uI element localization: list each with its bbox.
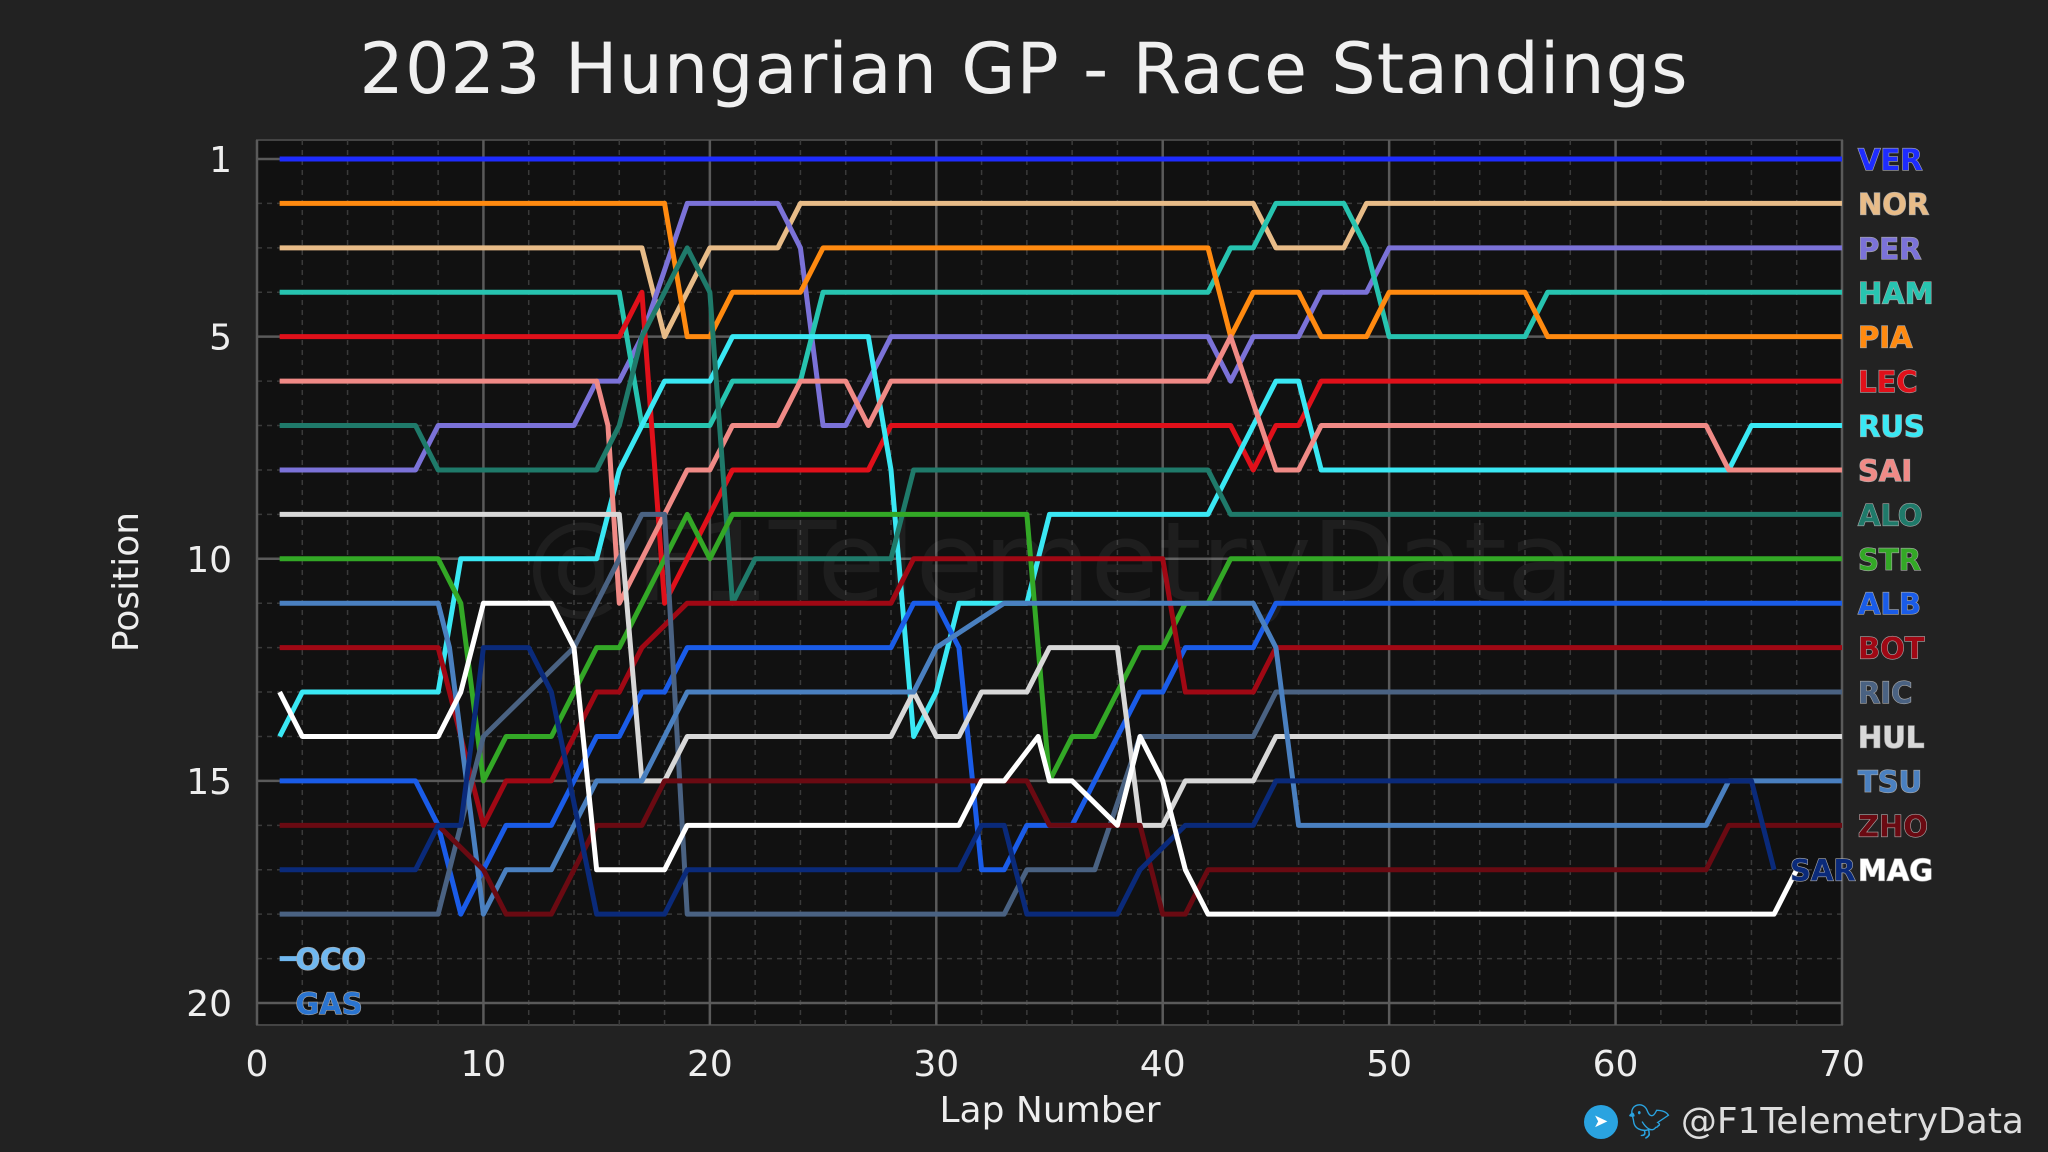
credit-handle: @F1TelemetryData	[1680, 1101, 2024, 1142]
series-line-tsu	[279, 600, 1842, 917]
x-tick-label: 30	[913, 1044, 959, 1085]
y-tick-label: 20	[186, 984, 232, 1025]
driver-label-ric: RIC	[1858, 676, 1912, 710]
y-axis-label: Position	[106, 512, 147, 652]
driver-label-bot: BOT	[1858, 632, 1925, 666]
x-tick-label: 70	[1819, 1044, 1865, 1085]
series-line-zho	[279, 778, 1842, 917]
x-tick-label: 20	[687, 1044, 733, 1085]
x-tick-label: 0	[246, 1044, 269, 1085]
driver-label-alb: ALB	[1858, 587, 1921, 621]
driver-label-nor: NOR	[1858, 187, 1929, 221]
series-line-ric	[279, 511, 1842, 917]
x-tick-label: 40	[1140, 1044, 1186, 1085]
series-line-alo	[279, 245, 1842, 606]
driver-label-per: PER	[1858, 232, 1921, 266]
driver-label-alo: ALO	[1858, 498, 1923, 532]
series-line-alb	[279, 600, 1842, 917]
telegram-icon: ➤	[1583, 1104, 1618, 1139]
driver-label-pia: PIA	[1858, 321, 1913, 355]
driver-label-lec: LEC	[1858, 365, 1918, 399]
y-tick-label: 1	[209, 140, 232, 181]
driver-label-sar: SAR	[1790, 854, 1856, 888]
driver-label-ham: HAM	[1858, 276, 1934, 310]
series-line-rus	[277, 334, 1842, 739]
driver-label-ver: VER	[1858, 143, 1923, 177]
series-line-sar	[279, 645, 1777, 917]
x-axis-label: Lap Number	[939, 1090, 1160, 1131]
x-tick-label: 50	[1366, 1044, 1412, 1085]
chart-title: 2023 Hungarian GP - Race Standings	[359, 28, 1689, 110]
driver-label-hul: HUL	[1858, 720, 1924, 754]
series-lines	[277, 156, 1842, 962]
driver-label-rus: RUS	[1858, 410, 1925, 444]
series-line-bot	[279, 556, 1842, 828]
twitter-icon: 🐦︎	[1627, 1101, 1671, 1142]
driver-label-gas: GAS	[295, 987, 362, 1021]
y-tick-label: 15	[186, 762, 232, 803]
credit: ➤ 🐦︎ @F1TelemetryData	[1583, 1101, 2024, 1142]
series-line-mag	[277, 600, 1799, 917]
series-line-str	[279, 511, 1842, 784]
series-line-ham	[279, 200, 1842, 429]
driver-label-mag: MAG	[1858, 854, 1933, 888]
y-tick-label: 5	[209, 318, 232, 359]
driver-label-zho: ZHO	[1858, 809, 1928, 843]
plot-area	[256, 139, 1843, 1026]
series-line-lec	[279, 289, 1842, 606]
driver-label-str: STR	[1858, 543, 1921, 577]
driver-label-tsu: TSU	[1858, 765, 1922, 799]
y-tick-label: 10	[186, 540, 232, 581]
series-labels: VER NOR PER HAM PIA LEC RUS SAI ALO STR ALB BOT RIC H…	[295, 142, 1934, 1021]
x-tick-label: 10	[461, 1044, 507, 1085]
driver-label-oco: OCO	[295, 943, 366, 977]
driver-label-sai: SAI	[1858, 454, 1912, 488]
x-tick-label: 60	[1593, 1044, 1639, 1085]
